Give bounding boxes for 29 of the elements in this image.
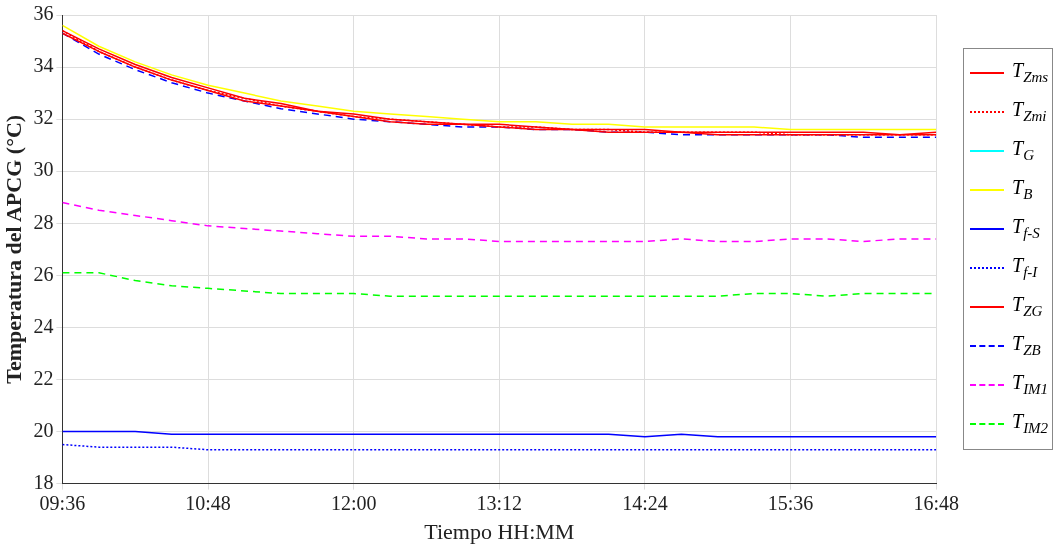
legend-label: T$_{f-I}$ [1012, 254, 1038, 281]
y-tick-label: 36 [33, 2, 54, 25]
legend-label: T$_{IM2}$ [1012, 410, 1049, 437]
y-tick-label: 28 [33, 210, 54, 233]
legend-label: T$_{Zms}$ [1012, 59, 1049, 86]
x-tick-label: 13:12 [476, 491, 523, 514]
x-tick-label: 12:00 [330, 491, 377, 514]
legend-label: T$_{G}$ [1012, 137, 1034, 164]
x-axis-title: Tiempo HH:MM [424, 518, 575, 544]
legend-label: T$_{B}$ [1012, 176, 1033, 203]
y-tick-label: 34 [33, 54, 54, 77]
y-tick-label: 26 [33, 262, 54, 285]
y-tick-label: 24 [33, 314, 54, 337]
y-tick-label: 18 [33, 470, 54, 493]
x-tick-label: 09:36 [39, 491, 86, 514]
y-tick-label: 20 [33, 418, 54, 441]
x-tick-label: 10:48 [185, 491, 231, 514]
legend-label: T$_{Zmi}$ [1012, 98, 1047, 125]
y-axis-title: Temperatura del APCG (°C) [0, 114, 26, 384]
legend-label: T$_{IM1}$ [1012, 371, 1049, 398]
y-tick-label: 32 [33, 106, 54, 129]
x-tick-label: 14:24 [622, 491, 668, 514]
x-tick-label: 15:36 [767, 491, 814, 514]
y-tick-label: 22 [33, 366, 54, 389]
legend-label: T$_{f-S}$ [1012, 215, 1040, 242]
y-tick-label: 30 [33, 158, 54, 181]
x-tick-label: 16:48 [913, 491, 959, 514]
legend-label: T$_{ZG}$ [1012, 293, 1043, 320]
legend-label: T$_{ZB}$ [1012, 332, 1041, 359]
